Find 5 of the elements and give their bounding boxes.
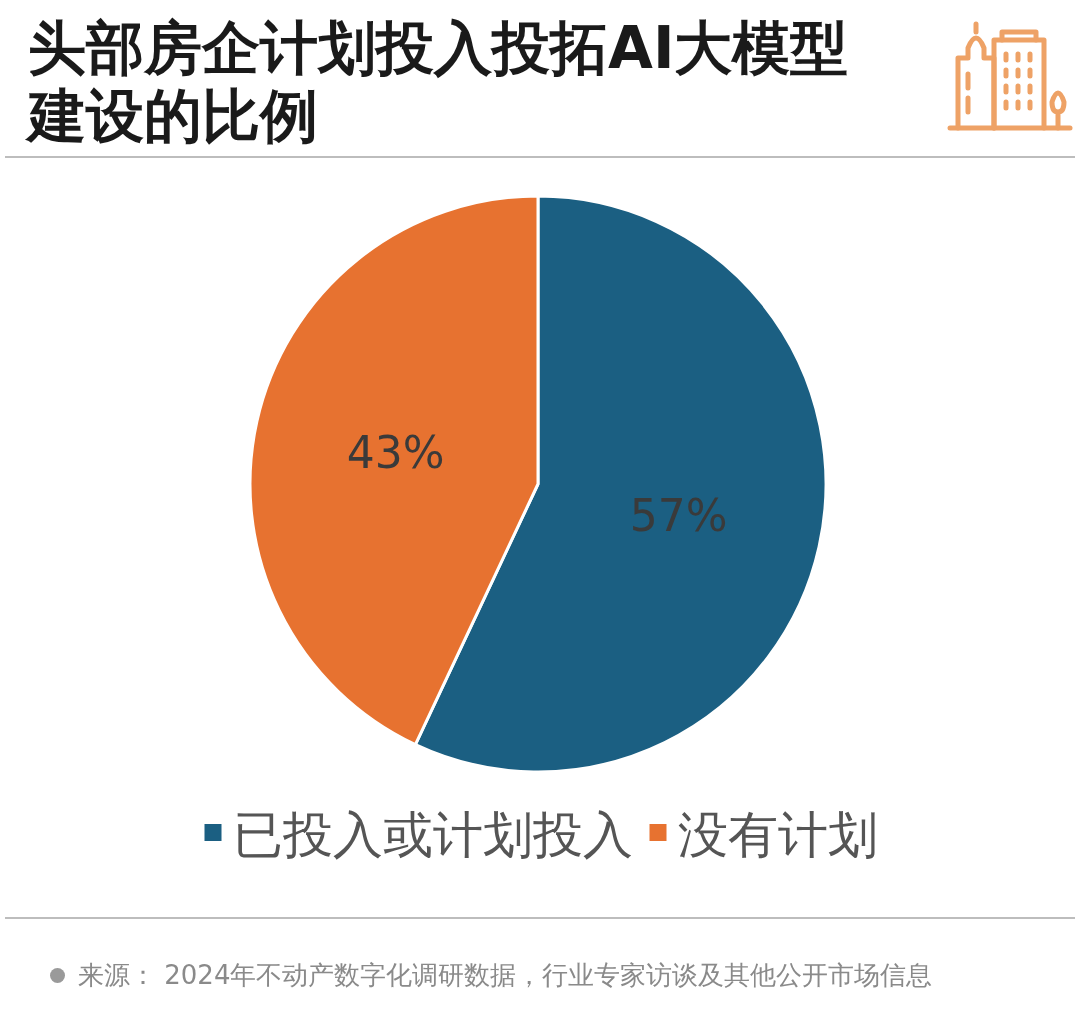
- source-note: 来源： 2024年不动产数字化调研数据，行业专家访谈及其他公开市场信息: [78, 960, 933, 990]
- legend-label: 没有计划: [678, 805, 878, 864]
- data-label: 57%: [629, 489, 728, 541]
- data-label: 43%: [346, 426, 445, 478]
- legend-label: 已投入或计划投入: [233, 805, 633, 864]
